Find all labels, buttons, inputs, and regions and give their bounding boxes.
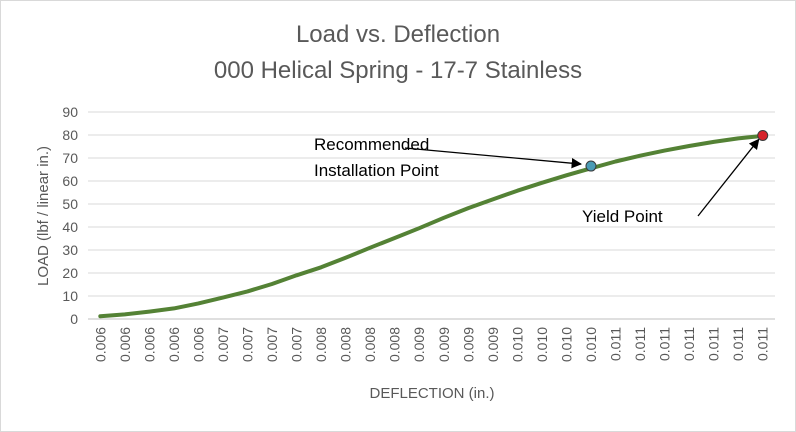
series-group bbox=[98, 133, 765, 319]
x-tick-label: 0.010 bbox=[558, 327, 574, 362]
x-tick-label: 0.011 bbox=[681, 327, 697, 361]
chart-title: Load vs. Deflection bbox=[295, 21, 501, 48]
y-tick-label: 70 bbox=[62, 150, 78, 166]
x-tick-label: 0.008 bbox=[313, 327, 329, 362]
annotations: Recommended Installation Point Yield Point bbox=[314, 129, 769, 226]
x-tick-label: 0.011 bbox=[657, 327, 673, 361]
recommended-installation-point-marker bbox=[585, 160, 597, 172]
x-tick-label: 0.011 bbox=[706, 327, 722, 361]
y-tick-label: 40 bbox=[62, 219, 78, 235]
x-tick-label: 0.011 bbox=[755, 327, 771, 361]
annotation-arrow bbox=[697, 138, 760, 217]
x-tick-label: 0.006 bbox=[166, 327, 182, 362]
y-axis-title: LOAD (lbf / linear in.) bbox=[35, 146, 52, 286]
y-tick-label: 20 bbox=[62, 265, 78, 281]
annotation-arrow bbox=[404, 147, 583, 169]
x-tick-label: 0.008 bbox=[387, 327, 403, 362]
gridlines bbox=[88, 111, 775, 320]
x-tick-label: 0.009 bbox=[411, 327, 427, 362]
x-tick-label: 0.007 bbox=[289, 327, 305, 362]
yield-point-marker bbox=[757, 129, 769, 141]
x-tick-label: 0.007 bbox=[264, 327, 280, 362]
x-tick-label: 0.010 bbox=[509, 327, 525, 362]
y-tick-label: 80 bbox=[62, 127, 78, 143]
x-tick-label: 0.011 bbox=[730, 327, 746, 361]
y-axis-ticks: 0 10 20 30 40 50 60 70 80 90 bbox=[62, 104, 78, 327]
chart-subtitle: 000 Helical Spring - 17-7 Stainless bbox=[213, 57, 583, 84]
x-tick-label: 0.006 bbox=[92, 327, 108, 362]
x-tick-label: 0.010 bbox=[534, 327, 550, 362]
x-tick-label: 0.011 bbox=[632, 327, 648, 361]
x-tick-label: 0.008 bbox=[338, 327, 354, 362]
y-tick-label: 90 bbox=[62, 104, 78, 120]
x-tick-label: 0.007 bbox=[215, 327, 231, 362]
x-tick-label: 0.010 bbox=[583, 327, 599, 362]
recommended-installation-label: Installation Point bbox=[314, 161, 439, 180]
y-tick-label: 10 bbox=[62, 288, 78, 304]
series-line bbox=[98, 133, 765, 319]
x-tick-label: 0.008 bbox=[362, 327, 378, 362]
x-tick-label: 0.007 bbox=[239, 327, 255, 362]
y-tick-label: 50 bbox=[62, 196, 78, 212]
x-axis-title: DEFLECTION (in.) bbox=[369, 385, 494, 402]
yield-point-label: Yield Point bbox=[582, 207, 663, 226]
x-tick-label: 0.006 bbox=[117, 327, 133, 362]
y-tick-label: 30 bbox=[62, 242, 78, 258]
x-tick-label: 0.009 bbox=[485, 327, 501, 362]
x-tick-label: 0.009 bbox=[436, 327, 452, 362]
y-tick-label: 60 bbox=[62, 173, 78, 189]
x-axis-ticks: 0.006 0.006 0.006 0.006 0.006 0.007 0.007 0.007… bbox=[92, 327, 770, 362]
x-tick-label: 0.009 bbox=[460, 327, 476, 362]
x-tick-label: 0.006 bbox=[141, 327, 157, 362]
x-tick-label: 0.011 bbox=[608, 327, 624, 361]
recommended-installation-label: Recommended bbox=[314, 135, 429, 154]
y-tick-label: 0 bbox=[70, 311, 78, 327]
x-tick-label: 0.006 bbox=[190, 327, 206, 362]
